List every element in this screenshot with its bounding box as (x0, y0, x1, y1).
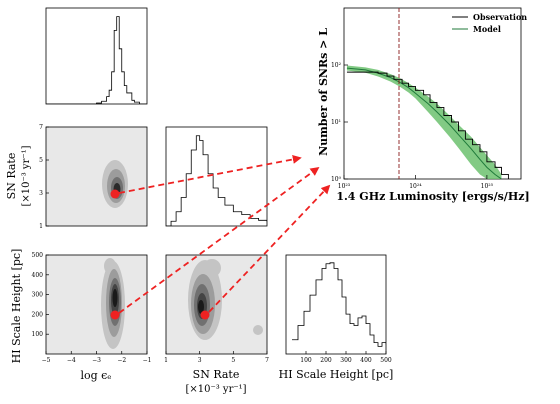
tick-label-hi-scale-y: 100 (32, 331, 44, 338)
tick-label-log-ee: −1 (143, 357, 152, 364)
marker-log-ee-vs-hi-scale (110, 310, 120, 320)
hi-scale-xlabel: HI Scale Height [pc] (279, 368, 394, 381)
marginal-log-ee-line (46, 16, 147, 104)
arrow-log-ee-hi-to-lf (118, 166, 320, 314)
density-level-5 (112, 289, 118, 307)
model-band (346, 65, 502, 179)
tick-label-hi-scale-y: 400 (32, 272, 44, 279)
tick-label-log-ee: −2 (117, 357, 126, 364)
panel-log-ee-vs-sn-rate (45, 126, 148, 227)
panel-marginal-sn-rate (165, 126, 268, 227)
density-log-ee-vs-sn-rate (102, 160, 128, 208)
tick-label-nsnr-y: 10⁰ (331, 176, 342, 183)
arrow-sn-rate-to-lf (118, 154, 302, 194)
axis-ticks: −5 −4 −3 −2 −1 1 3 5 7 100 200 300 400 500 1 3 5 7 100 200 3… (32, 62, 494, 364)
density-level-1c (253, 325, 263, 335)
model-line (346, 67, 502, 179)
density-level-5 (198, 300, 204, 314)
marker-sn-rate-vs-hi-scale (200, 310, 210, 320)
sn-rate-ylabel-units: [×10⁻³ yr⁻¹] (21, 145, 32, 206)
marginal-sn-rate-line (166, 135, 267, 226)
tick-label-sn-rate: 3 (198, 357, 202, 364)
tick-label-hi-scale-x: 200 (320, 357, 332, 364)
marker-log-ee-vs-sn-rate (110, 189, 120, 199)
density-level-1b (203, 259, 221, 277)
tick-label-log-ee: −5 (42, 357, 51, 364)
tick-label-nsnr-y: 10² (331, 62, 342, 69)
sn-rate-xlabel: SN Rate (193, 368, 240, 381)
tick-label-sn-rate-y: 1 (39, 223, 43, 230)
tick-label-log-ee: −4 (67, 357, 76, 364)
tick-label-lum-x: 10²⁴ (409, 183, 422, 190)
tick-label-lum-x: 10²³ (338, 183, 351, 190)
log-ee-xlabel: log ϵₑ (80, 369, 111, 382)
tick-label-log-ee: −3 (92, 357, 101, 364)
hi-scale-ylabel: HI Scale Height [pc] (10, 249, 23, 364)
panel-marginal-hi-scale (285, 254, 387, 355)
tick-label-sn-rate-y: 3 (39, 190, 43, 197)
tick-label-lum-x: 10²⁵ (481, 183, 494, 190)
density-sn-rate-vs-hi-scale (188, 259, 263, 340)
legend: Observation Model (452, 12, 527, 34)
tick-label-sn-rate: 1 (164, 357, 168, 364)
tick-label-hi-scale-x: 300 (340, 357, 352, 364)
marginal-hi-scale-line (292, 262, 386, 347)
observation-line (346, 71, 509, 179)
panel-marginal-log-ee (45, 7, 148, 105)
nsnr-ylabel: Number of SNRs > L (317, 28, 330, 156)
arrow-sn-hi-to-lf (208, 184, 331, 313)
tick-label-hi-scale-x: 100 (300, 357, 312, 364)
tick-label-nsnr-y: 10¹ (331, 119, 341, 126)
legend-model-label: Model (473, 24, 501, 34)
sn-rate-xlabel-units: [×10⁻³ yr⁻¹] (185, 384, 246, 395)
lum-xlabel: 1.4 GHz Luminosity [ergs/s/Hz] (336, 190, 529, 203)
tick-label-sn-rate: 5 (231, 357, 235, 364)
tick-label-sn-rate-y: 5 (39, 157, 43, 164)
tick-label-hi-scale-x: 400 (360, 357, 372, 364)
luminosity-function-curves (346, 65, 509, 179)
tick-label-sn-rate: 7 (265, 357, 269, 364)
sn-rate-ylabel: SN Rate (5, 153, 18, 200)
tick-label-hi-scale-y: 500 (32, 252, 44, 259)
tick-label-hi-scale-y: 200 (32, 311, 44, 318)
legend-observation-label: Observation (473, 12, 527, 22)
tick-label-sn-rate-y: 7 (39, 124, 43, 131)
tick-label-hi-scale-y: 300 (32, 292, 44, 299)
marginal-histograms (46, 16, 386, 347)
panel-luminosity-function (343, 7, 522, 180)
tick-label-hi-scale-x: 500 (380, 357, 392, 364)
